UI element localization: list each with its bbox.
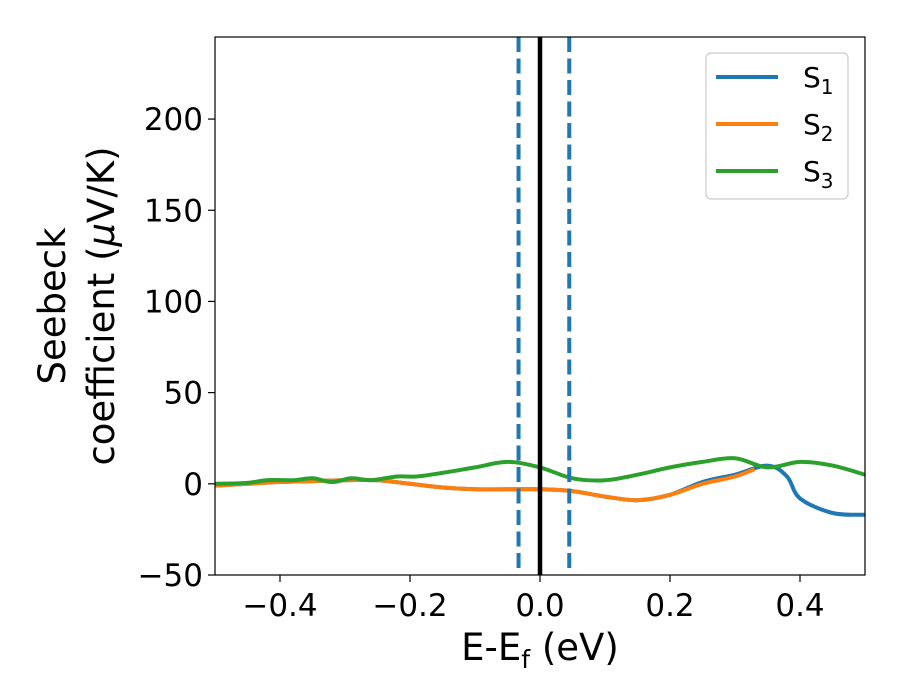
reference-lines xyxy=(516,37,572,575)
y-tick-label: 150 xyxy=(144,193,203,229)
x-axis: −0.4 −0.2 0.0 0.2 0.4 xyxy=(242,575,825,624)
legend-label-s1: S1 xyxy=(803,61,834,99)
legend-label-s3: S3 xyxy=(803,155,834,193)
y-tick-label: −50 xyxy=(138,558,203,594)
legend-label-s2: S2 xyxy=(803,108,834,146)
series-line-s3 xyxy=(215,456,865,486)
x-tick-label: 0.4 xyxy=(775,588,824,624)
x-axis-title: E-Ef (eV) xyxy=(461,626,619,674)
y-axis-title-line2: coefficient (μV/K) xyxy=(80,146,123,465)
y-tick-label: 50 xyxy=(164,376,203,412)
series-layer xyxy=(215,456,865,517)
y-axis: −50 0 50 100 150 200 xyxy=(138,102,215,594)
x-tick-label: 0.2 xyxy=(645,588,694,624)
y-tick-label: 200 xyxy=(144,102,203,138)
y-axis-title-line1: Seebeck xyxy=(31,227,74,385)
x-tick-label: 0.0 xyxy=(515,588,564,624)
x-tick-label: −0.2 xyxy=(372,588,447,624)
series-line-s2 xyxy=(215,467,756,503)
y-tick-label: 100 xyxy=(144,284,203,320)
x-tick-label: −0.4 xyxy=(242,588,317,624)
legend: S1 S2 S3 xyxy=(705,52,849,200)
y-tick-label: 0 xyxy=(183,467,203,503)
